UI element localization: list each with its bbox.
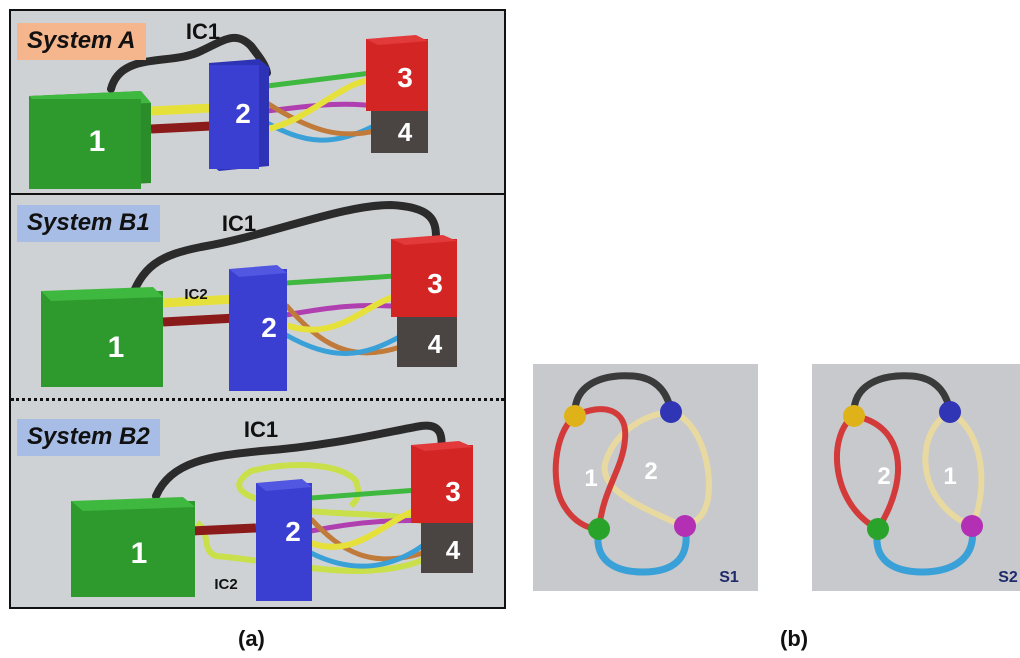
box-4-label: 4	[398, 117, 413, 147]
caption-b: (b)	[780, 626, 809, 651]
s2-label: S2	[998, 569, 1018, 586]
system-b1-tag: System B1	[17, 205, 160, 242]
panel-b-s1: 1 2 S1	[533, 364, 758, 591]
cyan-strand	[594, 525, 690, 576]
panel-b-s2: 2 1 S2	[812, 364, 1020, 591]
s1-label: S1	[719, 569, 739, 586]
ic1-label: IC1	[186, 19, 220, 44]
ic1-cable	[152, 421, 446, 500]
box-1	[41, 291, 163, 387]
box-2	[256, 483, 312, 601]
box-3-label: 3	[445, 476, 461, 507]
yellow-node	[564, 405, 586, 427]
ic2-label: IC2	[184, 286, 207, 303]
system-b2-tag: System B2	[17, 419, 160, 456]
blue-node	[939, 401, 961, 423]
box-2-label: 2	[235, 98, 251, 129]
red-strand-inner	[853, 413, 902, 531]
yellow-wire	[150, 103, 212, 116]
darkred-wire	[150, 121, 212, 134]
box-1	[71, 501, 195, 597]
box-1-label: 1	[89, 125, 106, 158]
box-3-label: 3	[397, 62, 413, 93]
red-strand-outer	[834, 413, 880, 532]
red-strand-outer	[552, 413, 600, 532]
ic1-label: IC1	[244, 417, 278, 442]
ic1-cable	[107, 33, 271, 93]
system-b2-diagram: 1 2 3 4 IC1 IC2 System B2	[11, 401, 504, 607]
cream-strand-outer	[948, 409, 985, 528]
magenta-node	[961, 515, 983, 537]
caption-a: (a)	[238, 626, 265, 651]
s2-loop-right-label: 1	[943, 463, 956, 490]
ic1-cable	[125, 200, 440, 309]
system-a-tag: System A	[17, 23, 146, 60]
box-1-label: 1	[108, 331, 125, 364]
box-4-label: 4	[428, 329, 443, 359]
cream-strand-inner	[922, 409, 974, 529]
cyan-strand	[873, 525, 977, 576]
box-3	[366, 39, 428, 111]
magenta-node	[674, 515, 696, 537]
divider-a-b1	[11, 193, 504, 195]
s1-loop-left-label: 1	[584, 465, 597, 492]
black-strand	[571, 372, 675, 417]
box-4-label: 4	[446, 535, 461, 565]
red-strand-inner	[573, 406, 629, 530]
box-3	[411, 445, 473, 523]
system-b1-diagram: 1 2 3 4 IC1 IC2 System B1	[11, 195, 504, 398]
system-a-diagram: 1 2 3 4 IC1 System A	[11, 11, 504, 193]
box-3-label: 3	[427, 268, 443, 299]
black-strand	[850, 372, 954, 417]
ic2-label: IC2	[214, 576, 237, 593]
green-node	[867, 518, 889, 540]
box-2	[229, 269, 287, 391]
box-4	[397, 317, 457, 367]
divider-b1-b2	[11, 398, 504, 401]
blue-node	[660, 401, 682, 423]
box-4	[371, 111, 428, 153]
s1-loop-right-label: 2	[644, 458, 657, 485]
cream-strand-outer	[669, 409, 712, 529]
cream-strand-inner	[601, 409, 685, 529]
box-4	[421, 523, 473, 573]
yellow-node	[843, 405, 865, 427]
s2-loop-left-label: 2	[877, 463, 890, 490]
box-2	[209, 65, 259, 169]
box-1-label: 1	[131, 537, 148, 570]
box-1	[29, 99, 141, 189]
panel-a: 1 2 3 4 IC1 System A	[9, 9, 506, 609]
ic1-label: IC1	[222, 211, 256, 236]
green-node	[588, 518, 610, 540]
box-3	[391, 239, 457, 317]
box-2-label: 2	[261, 312, 277, 343]
box-2-label: 2	[285, 516, 301, 547]
